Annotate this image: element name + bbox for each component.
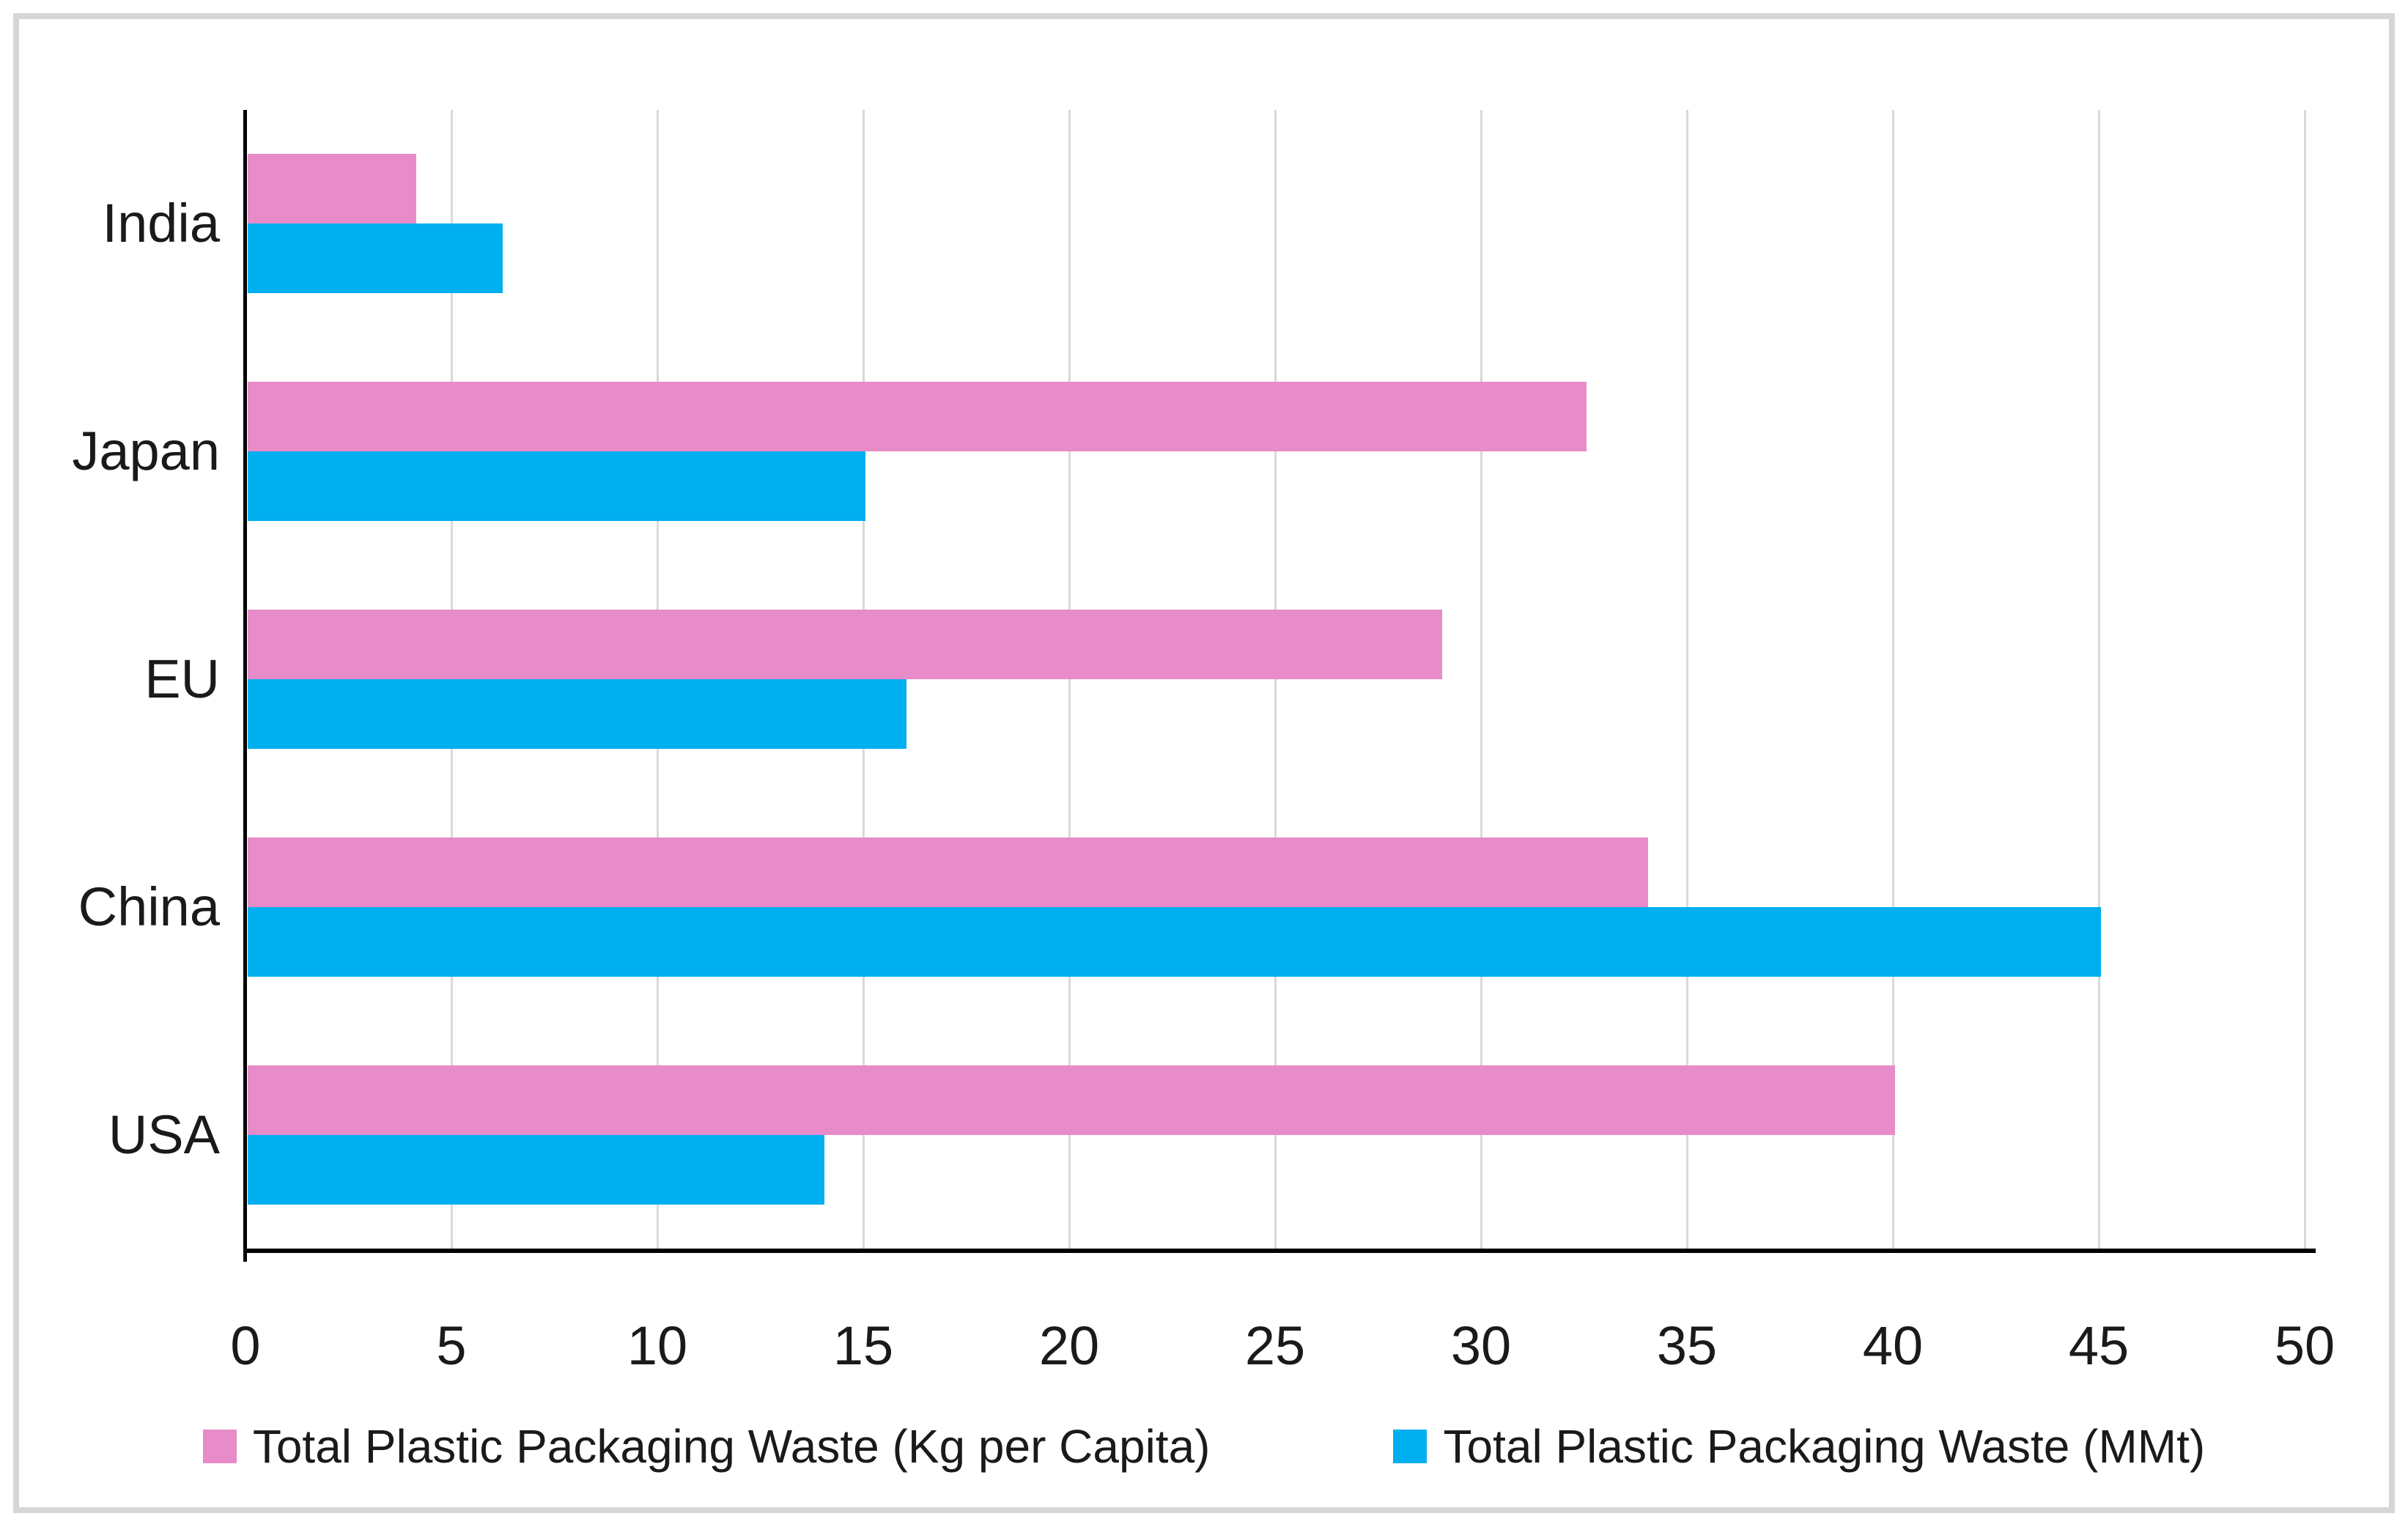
- bar-usa-mmt: [248, 1134, 824, 1205]
- bar-japan-kg-per-capita: [248, 382, 1587, 452]
- legend-swatch-pink: [202, 1430, 237, 1463]
- legend-label: Total Plastic Packaging Waste (Kg per Ca…: [252, 1420, 1211, 1473]
- legend-swatch-blue: [1393, 1430, 1428, 1463]
- gridline: [2304, 110, 2306, 1249]
- legend-item-mmt: Total Plastic Packaging Waste (MMt): [1393, 1419, 2205, 1474]
- bar-eu-mmt: [248, 679, 907, 749]
- y-axis-line: [243, 110, 247, 1262]
- x-tick-label-5: 5: [436, 1315, 467, 1376]
- x-tick-label-50: 50: [2274, 1315, 2335, 1376]
- category-label-india: India: [102, 193, 220, 254]
- bar-usa-kg-per-capita: [248, 1065, 1895, 1135]
- category-label-eu: EU: [144, 648, 220, 709]
- x-tick-label-15: 15: [832, 1315, 894, 1376]
- x-tick-label-45: 45: [2068, 1315, 2130, 1376]
- x-tick-label-30: 30: [1450, 1315, 1512, 1376]
- bar-china-mmt: [248, 906, 2101, 977]
- x-tick-label-25: 25: [1244, 1315, 1306, 1376]
- gridline: [1686, 110, 1688, 1249]
- x-tick-label-10: 10: [627, 1315, 688, 1376]
- category-label-usa: USA: [108, 1103, 220, 1165]
- legend: Total Plastic Packaging Waste (Kg per Ca…: [19, 1402, 2389, 1490]
- legend-label: Total Plastic Packaging Waste (MMt): [1443, 1420, 2206, 1473]
- category-label-japan: Japan: [72, 421, 220, 482]
- gridline: [1068, 110, 1071, 1249]
- gridline: [1480, 110, 1482, 1249]
- chart-frame: India Japan EU China USA 0 5 10 15 20 25 30 35 40 45 50…: [13, 13, 2395, 1513]
- legend-item-kg-per-capita: Total Plastic Packaging Waste (Kg per Ca…: [202, 1419, 1211, 1474]
- bar-india-mmt: [248, 223, 503, 294]
- gridline: [2098, 110, 2100, 1249]
- gridline: [1892, 110, 1894, 1249]
- x-tick-label-0: 0: [230, 1315, 261, 1376]
- bar-india-kg-per-capita: [248, 154, 417, 224]
- x-tick-label-20: 20: [1038, 1315, 1100, 1376]
- plot-area: India Japan EU China USA 0 5 10 15 20 25 30 35 40 45 50: [19, 19, 2389, 1507]
- bar-china-kg-per-capita: [248, 837, 1648, 907]
- bar-japan-mmt: [248, 451, 865, 522]
- x-axis-line: [243, 1249, 2316, 1253]
- bar-eu-kg-per-capita: [248, 610, 1442, 679]
- gridline: [1274, 110, 1277, 1249]
- category-label-china: China: [78, 876, 220, 937]
- x-tick-label-35: 35: [1656, 1315, 1718, 1376]
- x-tick-label-40: 40: [1862, 1315, 1924, 1376]
